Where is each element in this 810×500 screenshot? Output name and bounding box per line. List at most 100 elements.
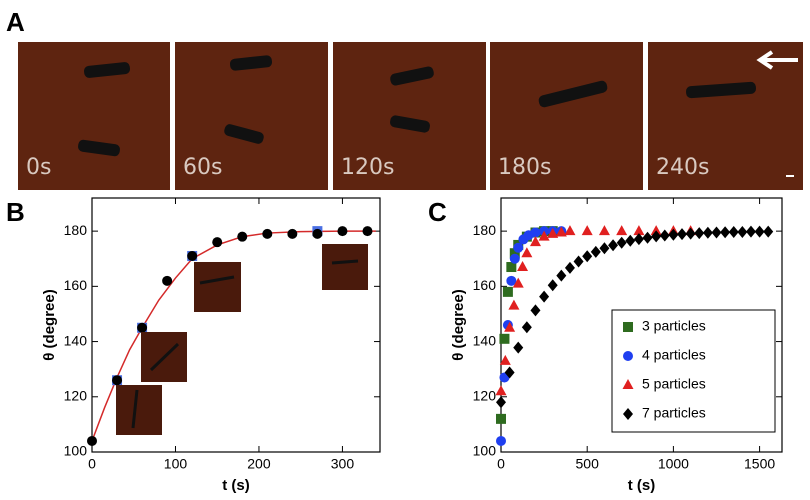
- point: [702, 226, 713, 239]
- point: [362, 226, 373, 237]
- x-tick-label: 100: [164, 456, 188, 472]
- legend-label: 7 particles: [642, 405, 706, 421]
- x-tick-label: 1000: [658, 456, 689, 472]
- point: [513, 242, 524, 253]
- point: [496, 396, 506, 409]
- legend-marker: [623, 322, 633, 332]
- point: [504, 366, 515, 379]
- y-tick-label: 180: [64, 222, 88, 238]
- y-axis-label: θ (degree): [450, 289, 467, 360]
- point: [547, 279, 558, 292]
- y-tick-label: 160: [64, 277, 88, 293]
- point: [608, 239, 619, 252]
- panel-label: B: [6, 197, 25, 227]
- legend-label: 5 particles: [642, 376, 706, 392]
- legend-label: 4 particles: [642, 347, 706, 363]
- frames: 0s 60s 120s 180s 240s: [18, 42, 803, 190]
- frame-label: 0s: [26, 155, 51, 180]
- point: [530, 304, 541, 317]
- point: [659, 229, 670, 242]
- y-tick-label: 120: [64, 387, 88, 403]
- rod: [538, 80, 608, 108]
- rod: [78, 139, 120, 157]
- point: [506, 275, 517, 286]
- rod: [83, 62, 131, 78]
- point: [668, 228, 679, 241]
- y-tick-label: 160: [473, 277, 497, 293]
- frame-label: 240s: [656, 155, 709, 180]
- point: [651, 230, 662, 243]
- point: [509, 248, 520, 259]
- frame-label: 120s: [341, 155, 394, 180]
- inset: [116, 385, 162, 435]
- inset-rod: [149, 342, 180, 372]
- point: [556, 269, 567, 282]
- point: [521, 247, 533, 258]
- x-tick-label: 1500: [744, 456, 775, 472]
- point: [581, 225, 593, 236]
- arrow: [756, 50, 798, 70]
- point: [495, 385, 507, 396]
- point: [506, 262, 517, 273]
- rod: [224, 124, 264, 144]
- inset: [322, 244, 368, 290]
- point: [539, 290, 550, 303]
- point: [694, 227, 705, 240]
- point: [530, 227, 541, 238]
- x-tick-label: 500: [576, 456, 600, 472]
- frame: [490, 42, 643, 190]
- point: [720, 226, 731, 239]
- point: [564, 261, 575, 274]
- y-axis-label: θ (degree): [41, 289, 58, 360]
- point: [677, 228, 688, 241]
- legend-marker: [622, 379, 634, 389]
- point: [499, 333, 510, 344]
- panel-label: A: [6, 7, 25, 37]
- scale-bar: [786, 175, 794, 177]
- point: [564, 225, 576, 236]
- point: [737, 225, 748, 238]
- point: [496, 413, 506, 424]
- legend-marker: [623, 351, 633, 361]
- point: [509, 253, 520, 264]
- point: [137, 322, 148, 333]
- point: [711, 226, 722, 239]
- point: [312, 228, 323, 239]
- legend-label: 3 particles: [642, 318, 706, 334]
- point: [685, 227, 696, 240]
- point: [598, 225, 610, 236]
- point: [616, 225, 628, 236]
- insets: [116, 244, 368, 435]
- point: [287, 228, 298, 239]
- x-tick-label: 0: [497, 456, 505, 472]
- point: [633, 225, 645, 236]
- point: [517, 261, 529, 272]
- point: [616, 236, 627, 249]
- inset-rod: [199, 275, 235, 285]
- y-tick-label: 100: [64, 443, 88, 459]
- y-tick-label: 180: [473, 222, 497, 238]
- plot-frame: [500, 197, 783, 453]
- panel-label: C: [428, 197, 447, 227]
- y-tick-label: 100: [473, 443, 497, 459]
- rod: [390, 115, 430, 133]
- point: [502, 286, 513, 297]
- point: [513, 341, 524, 354]
- point: [187, 250, 198, 261]
- point: [573, 255, 584, 268]
- point: [162, 275, 173, 286]
- frame-label: 180s: [498, 155, 551, 180]
- point: [555, 226, 567, 237]
- point: [642, 231, 653, 244]
- point: [763, 225, 774, 238]
- rod: [390, 66, 434, 86]
- point: [728, 225, 739, 238]
- point: [496, 435, 506, 446]
- inset-rod: [331, 259, 359, 265]
- x-axis-label: t (s): [628, 477, 656, 494]
- point: [625, 234, 636, 247]
- point: [745, 225, 756, 238]
- point: [262, 228, 273, 239]
- y-tick-label: 140: [64, 332, 88, 348]
